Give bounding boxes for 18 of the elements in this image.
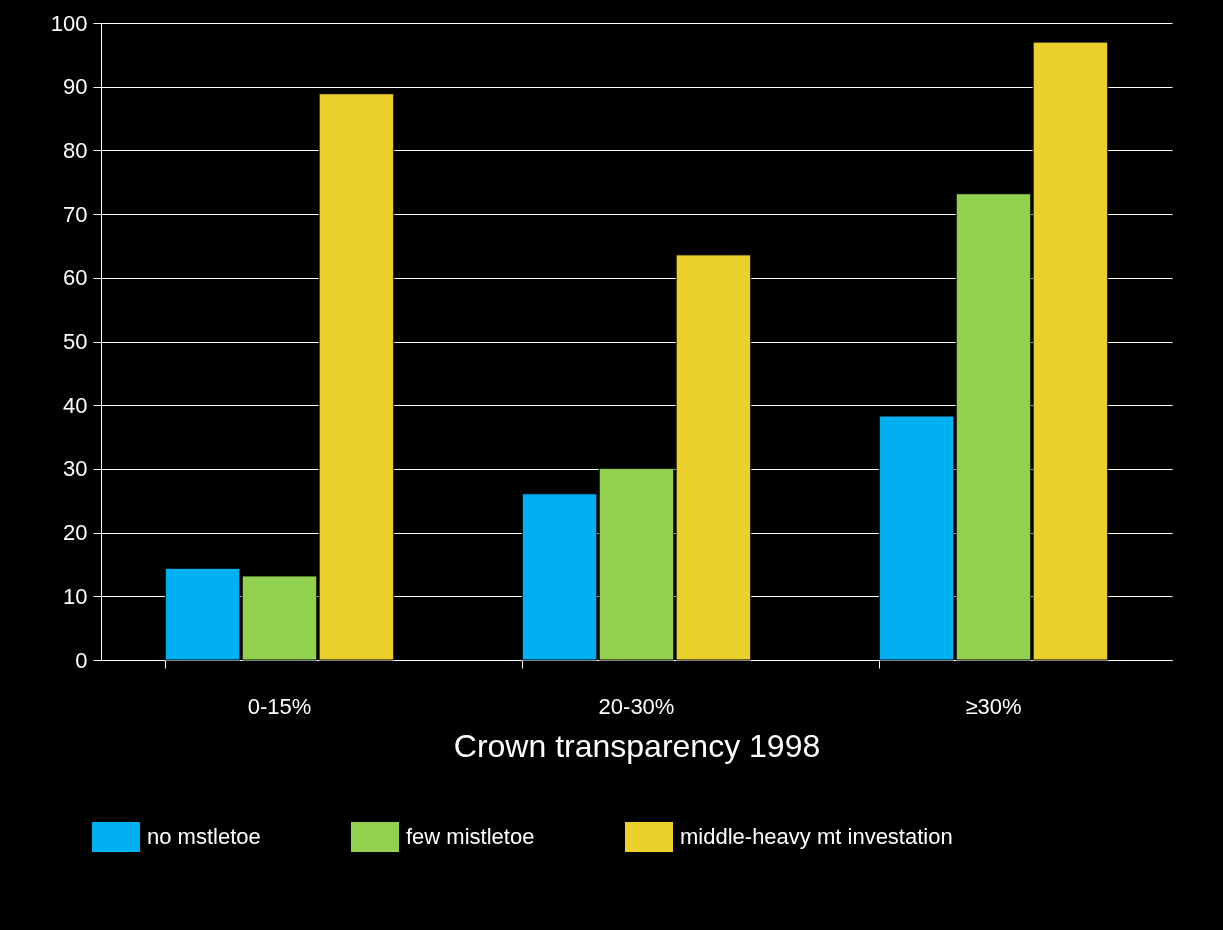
x-tick-label: 20-30% xyxy=(598,693,675,719)
y-tick-label: 0 xyxy=(75,647,88,673)
y-tick-label: 90 xyxy=(63,74,88,100)
y-tick-label: 60 xyxy=(63,265,88,291)
legend-label: middle-heavy mt investation xyxy=(680,824,953,849)
x-tick-label: ≥30% xyxy=(965,693,1022,719)
y-tick-label: 20 xyxy=(63,520,88,546)
x-tick-label: 0-15% xyxy=(247,693,312,719)
y-tick-label: 100 xyxy=(50,10,88,36)
x-axis-title: Crown transparency 1998 xyxy=(453,727,821,764)
y-tick-label: 30 xyxy=(63,456,88,482)
y-tick-label: 40 xyxy=(63,392,88,418)
y-tick-label: 70 xyxy=(63,201,88,227)
y-tick-label: 50 xyxy=(63,329,88,354)
y-tick-label: 80 xyxy=(63,137,88,163)
legend-label: few mistletoe xyxy=(406,824,535,849)
y-tick-label: 10 xyxy=(63,583,88,609)
legend-label: no mstletoe xyxy=(147,824,261,849)
